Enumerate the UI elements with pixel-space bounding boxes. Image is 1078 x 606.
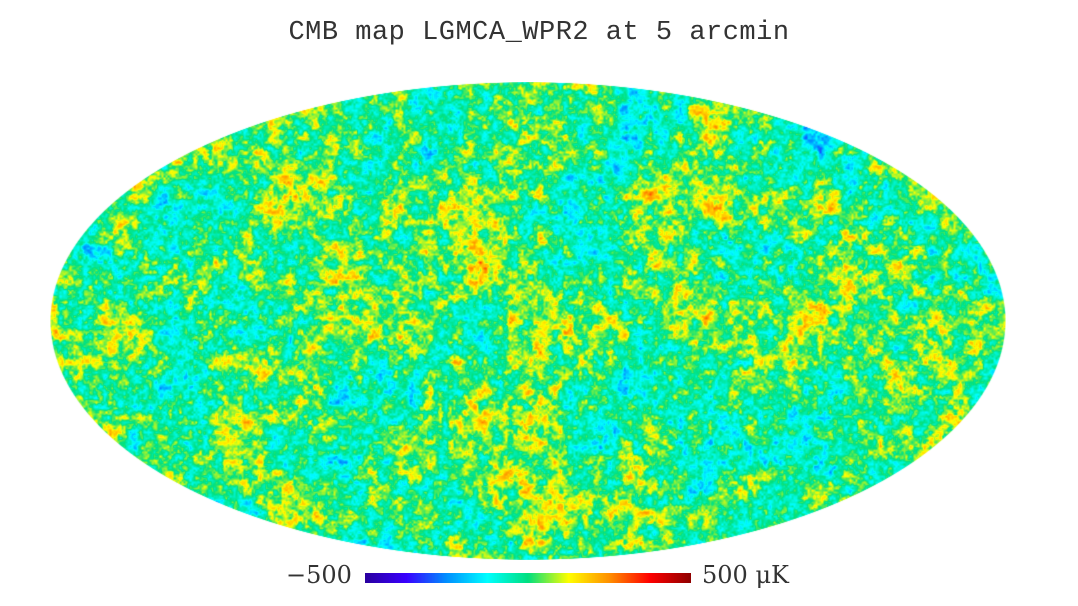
cmb-sky-map (50, 82, 1006, 560)
chart-title: CMB map LGMCA_WPR2 at 5 arcmin (288, 18, 790, 48)
colorbar-max-label: 500 μK (702, 561, 789, 589)
colorbar-min-label: −500 (286, 561, 352, 589)
colorbar (365, 573, 691, 583)
